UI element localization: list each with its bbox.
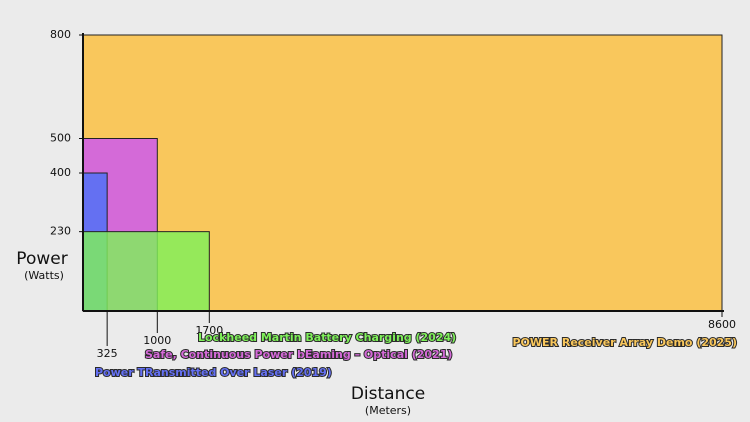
y-axis-units: (Watts) — [24, 269, 64, 282]
x-tick-label: 8600 — [708, 318, 736, 331]
x-tick-label: 1000 — [143, 334, 171, 347]
y-tick-label: 800 — [50, 28, 71, 41]
x-axis-label: Distance — [351, 384, 425, 404]
y-tick-label: 500 — [50, 132, 71, 145]
series-label: Power TRansmitted Over Laser (2019) — [95, 366, 332, 379]
y-tick-label: 230 — [50, 225, 71, 238]
series-label: POWER Receiver Array Demo (2025) — [513, 336, 738, 349]
series-label: Lockheed Martin Battery Charging (2024) — [198, 331, 456, 344]
x-tick-label: 325 — [97, 347, 118, 360]
y-axis-label: Power — [16, 249, 67, 269]
x-axis-units: (Meters) — [365, 404, 411, 417]
x-tick-label: 1700 — [195, 324, 223, 337]
series-label: Safe, Continuous Power bEaming – Optical… — [145, 348, 452, 361]
data-rectangle — [82, 231, 210, 312]
y-tick-label: 400 — [50, 166, 71, 179]
